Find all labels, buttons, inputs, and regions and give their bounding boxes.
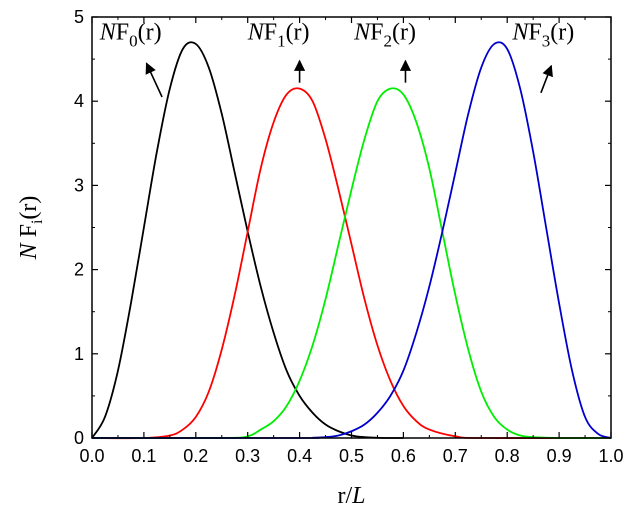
x-tick-label: 0.2 bbox=[183, 446, 208, 466]
annotation-label-1: NF1(r) bbox=[247, 20, 310, 51]
x-tick-label: 0.6 bbox=[391, 446, 416, 466]
y-axis-title-italic: N bbox=[16, 241, 42, 260]
annotation-arrow-0 bbox=[145, 62, 163, 98]
y-tick-label: 5 bbox=[74, 7, 84, 27]
annotation-arrow-3 bbox=[540, 64, 553, 94]
x-tick-label: 0.0 bbox=[79, 446, 104, 466]
x-tick-label: 0.3 bbox=[235, 446, 260, 466]
series-line-3 bbox=[91, 41, 612, 439]
annotation-label-2: NF2(r) bbox=[353, 20, 416, 51]
x-tick-label: 0.5 bbox=[339, 446, 364, 466]
x-axis-title-main: r/ bbox=[337, 483, 352, 509]
x-tick-label: 0.9 bbox=[547, 446, 572, 466]
y-axis-title-main: F bbox=[16, 224, 42, 243]
ticks-layer: 0.0 0.1 0.2 0.3 0.4 0.5 0.6 0.7 0.8 0.9 1.0 0 1 2 3 4 5 bbox=[74, 7, 624, 466]
plot-frame bbox=[91, 16, 612, 439]
x-tick-label: 0.1 bbox=[131, 446, 156, 466]
y-axis-title-tail: (r) bbox=[16, 196, 42, 220]
series-line-0 bbox=[91, 41, 404, 439]
y-axis-title-sub: i bbox=[29, 219, 46, 224]
x-tick-label: 0.8 bbox=[495, 446, 520, 466]
y-tick-label: 4 bbox=[74, 91, 84, 111]
x-tick-label: 0.7 bbox=[443, 446, 468, 466]
y-tick-label: 0 bbox=[74, 428, 84, 448]
annotations-layer: NF0(r) NF1(r) NF2(r) NF3(r) bbox=[99, 20, 574, 98]
x-axis-title-italic: L bbox=[351, 483, 365, 509]
x-axis-title: r/L bbox=[337, 483, 365, 509]
annotation-label-0: NF0(r) bbox=[99, 20, 162, 51]
series-layer bbox=[91, 41, 612, 440]
y-tick-label: 1 bbox=[74, 344, 84, 364]
annotation-label-3: NF3(r) bbox=[511, 20, 574, 51]
x-tick-label: 0.4 bbox=[287, 446, 312, 466]
series-line-2 bbox=[91, 87, 612, 440]
y-tick-label: 2 bbox=[74, 260, 84, 280]
y-tick-label: 3 bbox=[74, 175, 84, 195]
series-line-1 bbox=[91, 87, 612, 440]
x-tick-label: 1.0 bbox=[598, 446, 623, 466]
y-axis-title: N Fi(r) bbox=[16, 196, 46, 261]
